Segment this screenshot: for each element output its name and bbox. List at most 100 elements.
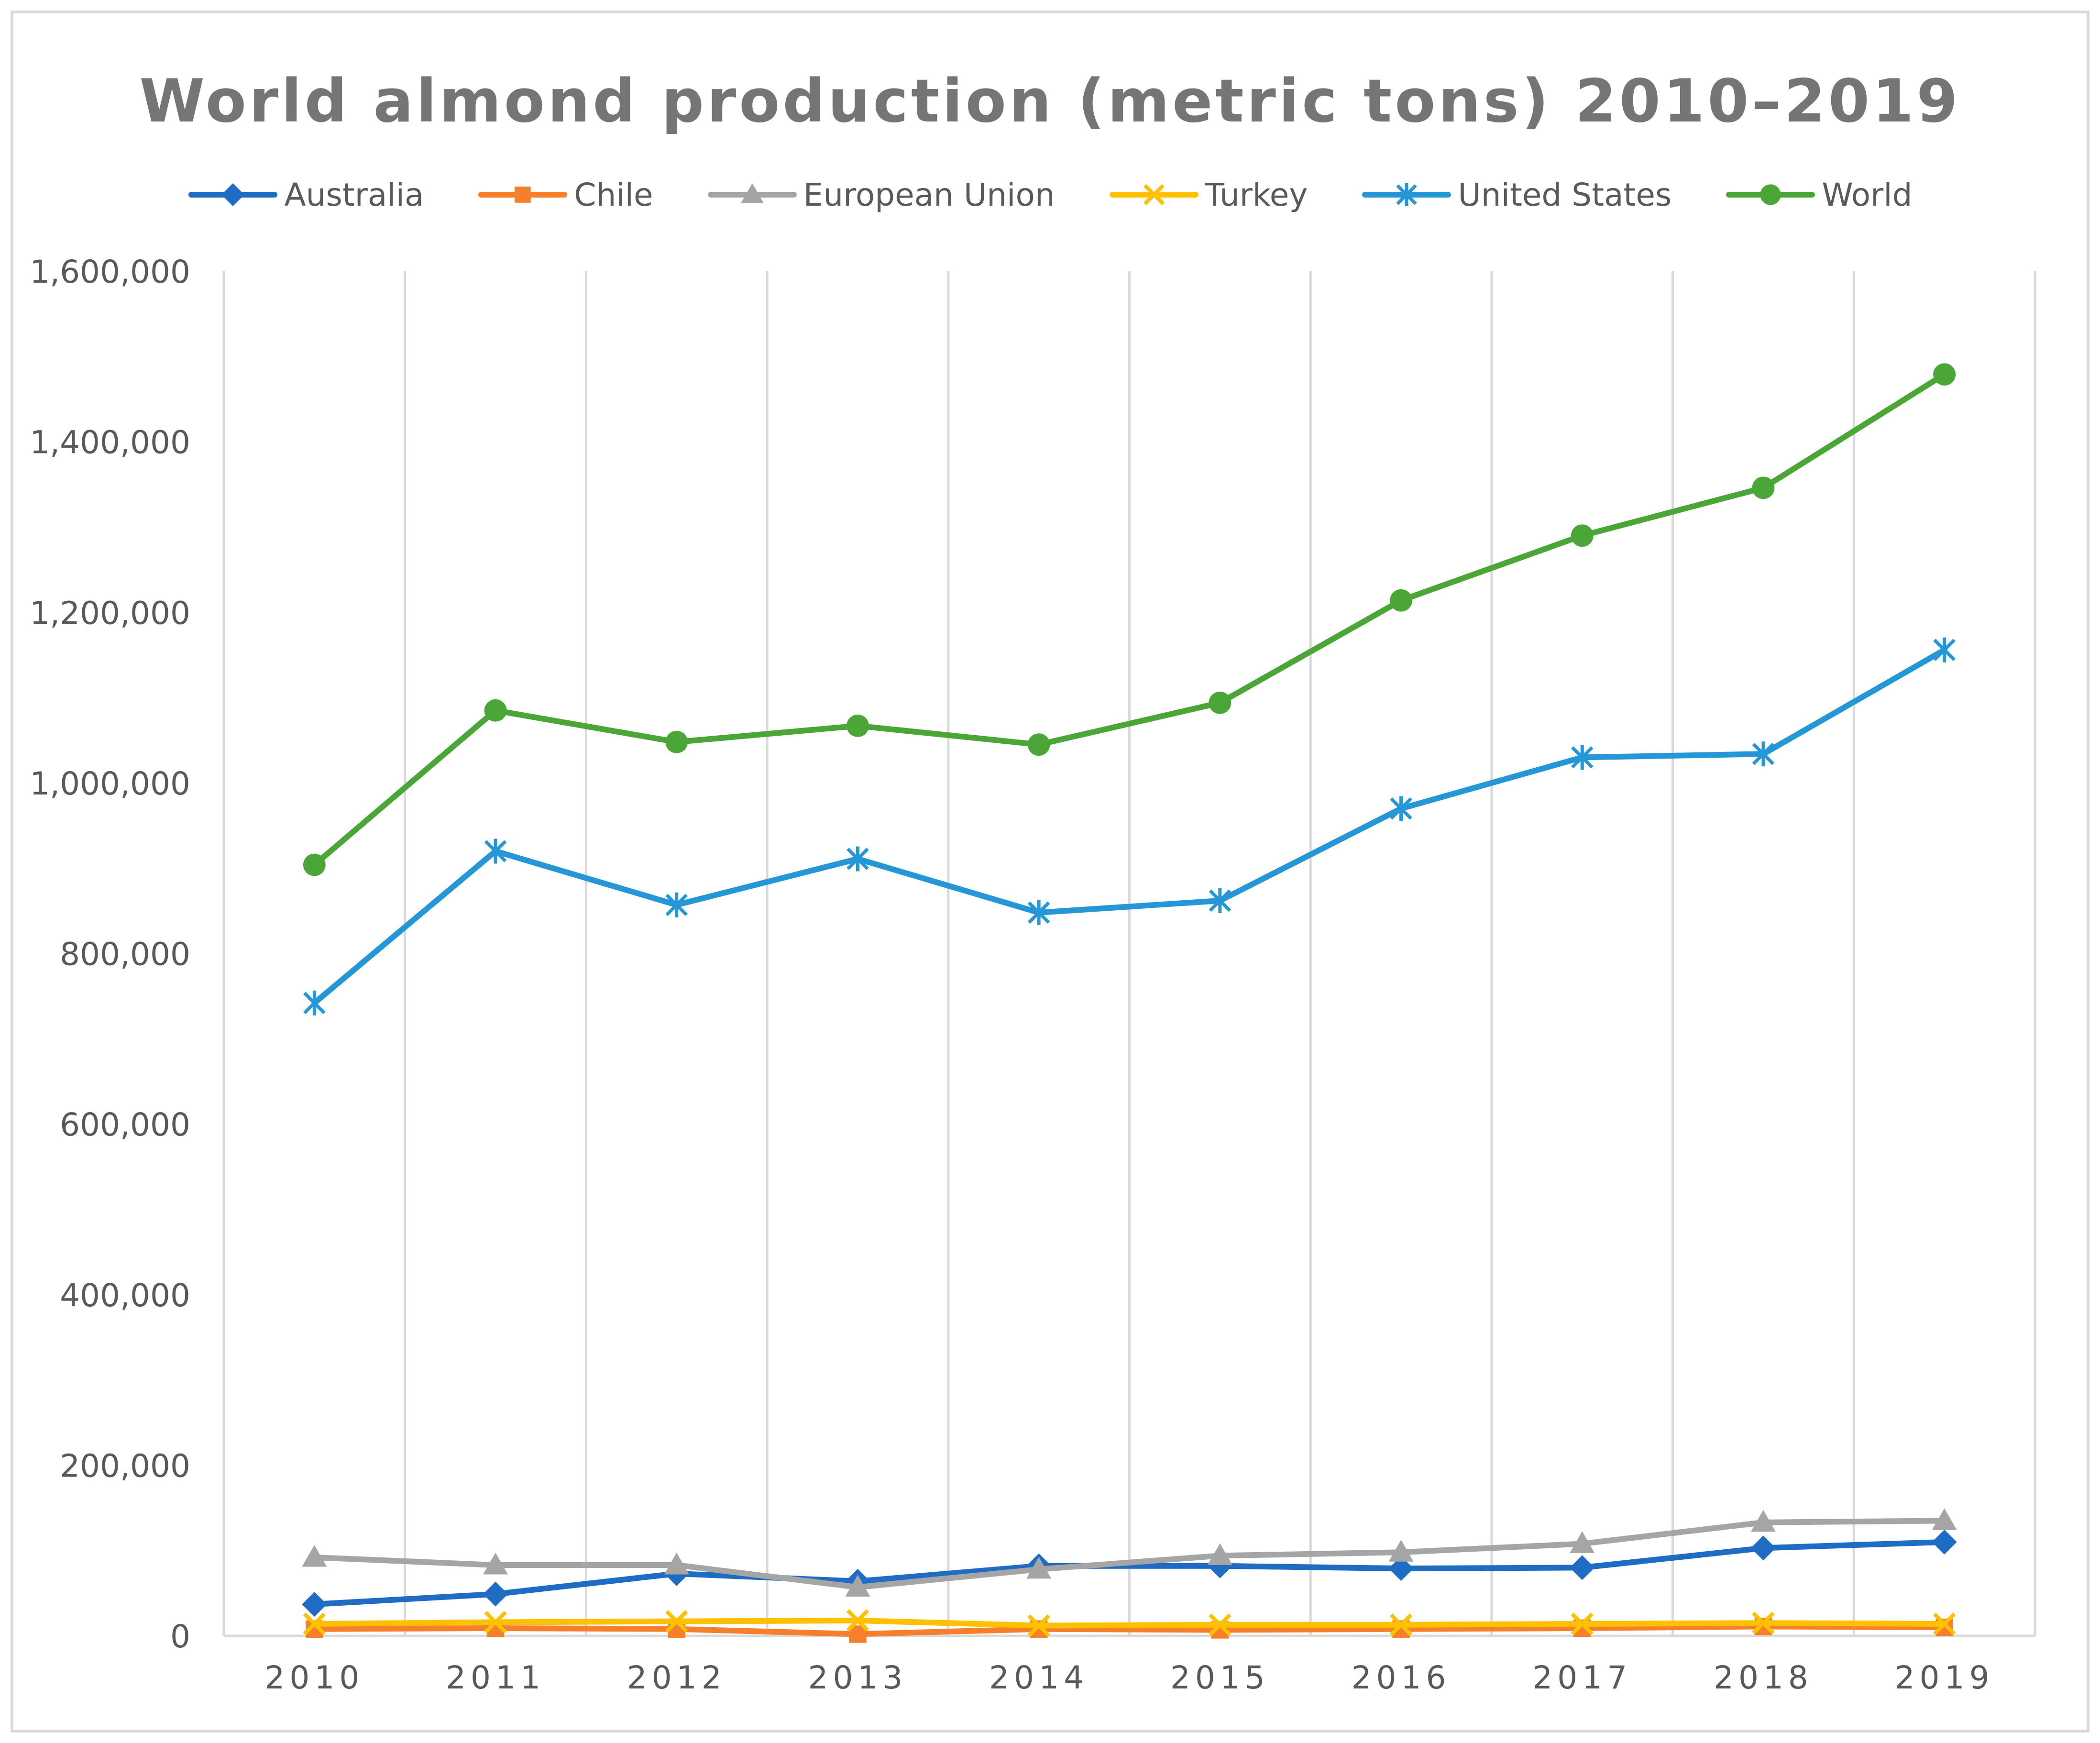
marker-stroke [665, 1610, 688, 1633]
marker-stroke [1143, 184, 1165, 206]
x-tick-label: 2016 [1352, 1659, 1451, 1696]
y-tick-label: 200,000 [60, 1447, 190, 1484]
data-point-turkey [1933, 1612, 1956, 1635]
data-point-australia [1570, 1555, 1595, 1580]
data-point-world [1027, 733, 1050, 756]
data-point-united-states [1752, 741, 1775, 767]
data-point-australia [1388, 1556, 1414, 1581]
x-tick-label: 2015 [1170, 1659, 1270, 1696]
legend-label: Turkey [1205, 176, 1308, 213]
legend-marker [221, 183, 245, 206]
legend-marker [1760, 184, 1781, 205]
data-point-european-union [845, 1575, 870, 1597]
legend-item-united-states: United States [1361, 176, 1671, 214]
data-point-united-states [484, 838, 507, 864]
axes: 0 200,000 400,000 600,000 800,000 1,000,000 1,… [30, 254, 2035, 1696]
series-line-united-states [311, 647, 1947, 1006]
y-tick-label: 1,200,000 [30, 595, 190, 631]
data-point-world [1390, 589, 1412, 612]
marker-stroke [1389, 1613, 1413, 1636]
y-tick-label: 1,400,000 [30, 424, 190, 461]
gridlines [222, 271, 2036, 1636]
legend-item-australia: Australia [187, 176, 424, 214]
data-point-united-states [1933, 637, 1956, 662]
legend-item-world: World [1725, 176, 1913, 214]
x-tick-label: 2014 [989, 1659, 1088, 1696]
data-point-australia [1750, 1535, 1776, 1561]
marker-stroke [846, 1609, 869, 1632]
series-turkey [303, 1609, 1956, 1637]
legend-swatch-australia [188, 183, 278, 206]
marker-stroke [1027, 1614, 1050, 1637]
series-line-european-union [311, 1518, 1947, 1590]
y-tick-label: 600,000 [60, 1106, 190, 1143]
x-tick-label: 2017 [1532, 1659, 1632, 1696]
legend-item-chile: Chile [477, 176, 653, 214]
data-point-turkey [846, 1609, 869, 1632]
data-point-turkey [1752, 1611, 1775, 1634]
data-point-european-union [664, 1553, 689, 1575]
data-point-world [1571, 524, 1594, 547]
data-point-australia [302, 1592, 327, 1617]
data-point-united-states [1390, 796, 1412, 821]
data-point-united-states [1571, 745, 1594, 770]
x-tick-label: 2018 [1714, 1659, 1813, 1696]
x-tick-label: 2013 [808, 1659, 907, 1696]
x-tick-label: 2011 [446, 1659, 545, 1696]
legend-marker [1143, 184, 1165, 206]
data-point-united-states [303, 990, 326, 1015]
series-line-chile [311, 1623, 1947, 1637]
y-tick-label: 1,000,000 [30, 765, 190, 802]
marker-stroke [1933, 1612, 1956, 1635]
data-point-world [1933, 363, 1956, 386]
data-point-turkey [484, 1611, 507, 1634]
legend-label: United States [1458, 176, 1672, 213]
data-point-turkey [1027, 1614, 1050, 1637]
legend-swatch-chile [478, 187, 568, 203]
legend-swatch-turkey [1109, 184, 1198, 206]
marker-stroke [484, 1611, 507, 1634]
y-tick-label: 0 [170, 1618, 190, 1655]
data-point-european-union [1750, 1510, 1776, 1532]
legend-label: European Union [803, 176, 1055, 213]
legend-marker [515, 187, 531, 203]
data-point-european-union [1388, 1540, 1414, 1562]
legend: Australia Chile European Union Turkey United… [0, 168, 2100, 221]
marker-stroke [1209, 1613, 1231, 1636]
data-point-european-union [302, 1544, 327, 1567]
data-point-european-union [483, 1553, 508, 1575]
series-united-states [303, 637, 1956, 1015]
marker-stroke [303, 1612, 326, 1635]
legend-swatch-world [1726, 184, 1815, 205]
data-point-world [303, 853, 326, 876]
data-point-european-union [1026, 1556, 1052, 1579]
legend-item-turkey: Turkey [1109, 176, 1308, 214]
y-tick-label: 1,600,000 [30, 254, 190, 290]
series-line-australia [311, 1539, 1947, 1608]
data-point-australia [1932, 1529, 1957, 1555]
legend-swatch-united-states [1362, 183, 1451, 206]
data-point-european-union [1207, 1543, 1232, 1565]
data-point-turkey [303, 1612, 326, 1635]
marker-stroke [1571, 1612, 1594, 1635]
x-tick-label: 2010 [264, 1659, 364, 1696]
legend-marker [740, 183, 764, 203]
data-point-united-states [665, 892, 688, 917]
data-point-turkey [1209, 1613, 1231, 1636]
data-point-european-union [1570, 1531, 1595, 1553]
y-tick-label: 400,000 [60, 1277, 190, 1314]
data-point-world [847, 715, 869, 737]
legend-label: Australia [284, 176, 424, 213]
data-point-european-union [1932, 1508, 1957, 1530]
legend-marker [1396, 183, 1418, 206]
legend-label: Chile [574, 176, 653, 213]
data-point-turkey [1571, 1612, 1594, 1635]
x-tick-label: 2019 [1895, 1659, 1994, 1696]
chart-title: World almond production (metric tons) 20… [139, 67, 1961, 136]
data-point-world [1752, 476, 1775, 499]
data-point-united-states [1027, 900, 1050, 925]
legend-swatch-european-union [707, 183, 797, 203]
legend-item-european-union: European Union [707, 176, 1055, 214]
series-world [303, 363, 1956, 876]
